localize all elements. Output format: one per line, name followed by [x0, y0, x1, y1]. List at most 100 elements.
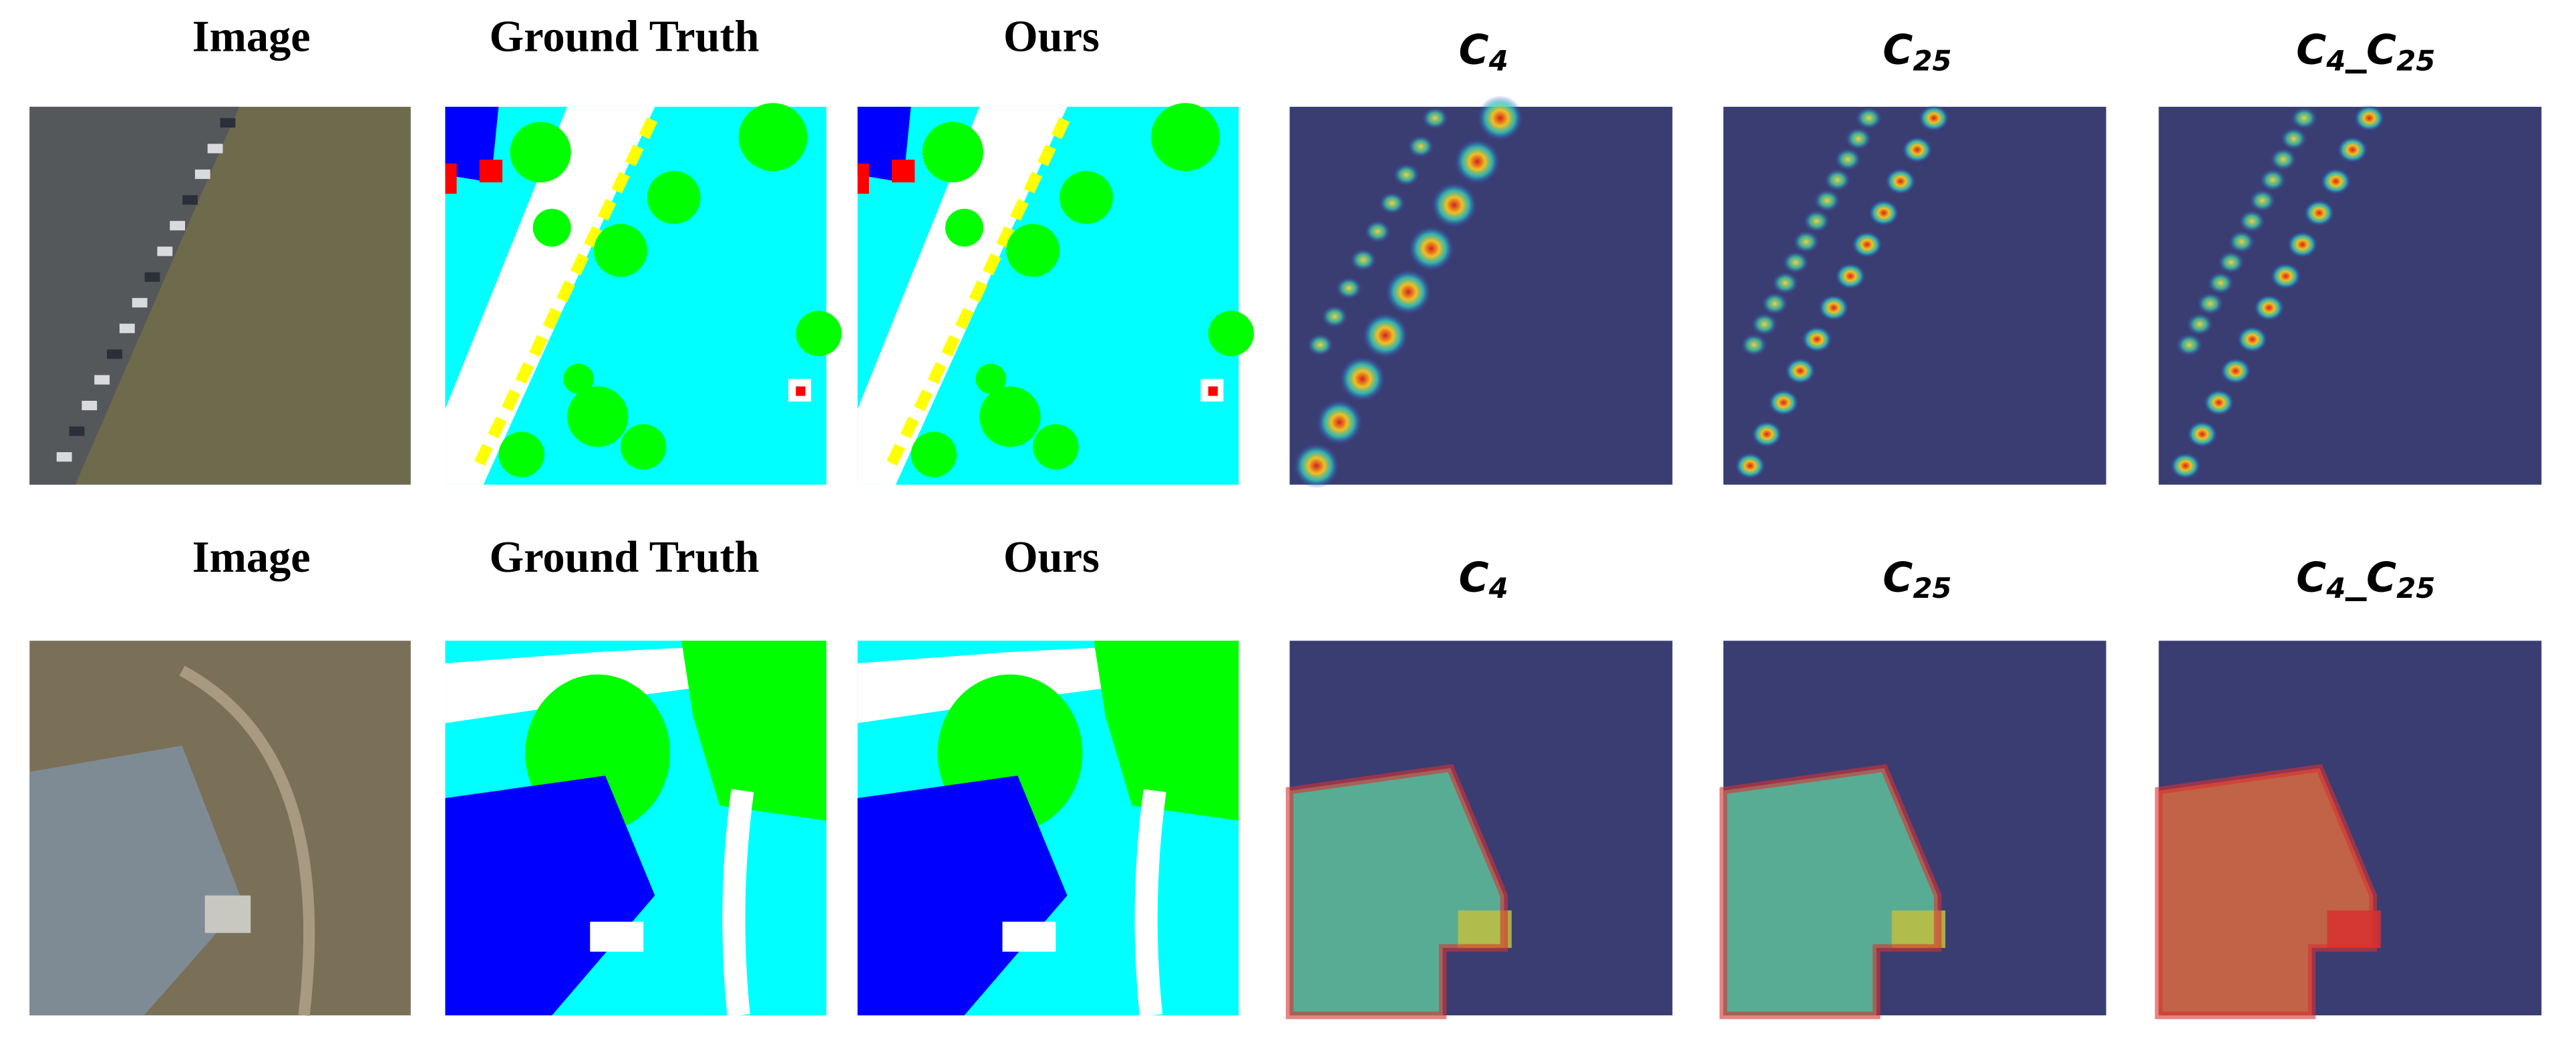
blob: [2186, 313, 2213, 336]
image-panel: [445, 641, 826, 1017]
clutter: [479, 160, 503, 183]
car: [887, 444, 905, 466]
car: [220, 118, 236, 128]
blob: [1761, 292, 1788, 315]
blob: [2287, 231, 2318, 258]
tree: [532, 208, 571, 247]
building: [445, 775, 655, 1016]
blob: [2337, 136, 2368, 163]
tree: [975, 363, 1007, 394]
title-part: C: [1883, 27, 1913, 74]
edge: [2154, 763, 2377, 1019]
title-part: C: [1459, 554, 1489, 601]
image-panel: [857, 641, 1239, 1017]
column-title: Image: [192, 533, 311, 582]
blob: [2237, 326, 2268, 353]
clutter: [857, 163, 869, 194]
column-title: C4_C25: [2296, 554, 2435, 604]
blob: [1918, 105, 1949, 132]
blob: [2170, 452, 2201, 480]
title-part: Image: [192, 533, 311, 582]
tree: [563, 363, 594, 394]
image-panel: [1723, 105, 2106, 485]
car: [941, 335, 960, 357]
blob: [1422, 106, 1449, 130]
image-panel: [2154, 641, 2542, 1019]
tree: [979, 386, 1041, 448]
car: [556, 280, 575, 303]
road: [445, 106, 655, 485]
blob: [1851, 231, 1883, 258]
tree: [922, 122, 983, 183]
car: [570, 253, 589, 275]
blob: [1362, 313, 1409, 359]
blob: [1782, 250, 1810, 274]
car: [625, 144, 644, 167]
car: [132, 298, 148, 308]
blob: [1768, 389, 1799, 416]
tree: [593, 224, 647, 277]
title-part: 4: [1488, 572, 1508, 604]
image-panel: [2158, 105, 2542, 485]
car: [982, 253, 1001, 275]
base: [1723, 106, 2106, 485]
blob: [2269, 148, 2297, 171]
title-part: C: [1883, 554, 1913, 601]
tree: [647, 171, 701, 224]
title-part: 25: [1913, 572, 1951, 604]
car: [207, 144, 223, 154]
region: [2158, 767, 2374, 1016]
blob: [2228, 230, 2255, 253]
blob: [1885, 168, 1916, 195]
tree: [945, 208, 983, 247]
car: [474, 444, 493, 466]
column-title: C25: [1883, 27, 1951, 77]
blob: [2270, 263, 2301, 290]
path-strip: [1134, 789, 1166, 1017]
blob: [1378, 192, 1406, 215]
blob: [2320, 168, 2352, 195]
tree: [681, 641, 826, 821]
car: [542, 307, 562, 330]
title-part: Ours: [1003, 13, 1100, 61]
edge: [1719, 763, 1942, 1019]
blob: [2176, 333, 2203, 357]
title-part: Ground Truth: [489, 533, 759, 582]
blob: [1349, 248, 1377, 271]
blob: [1734, 452, 1766, 480]
car: [94, 375, 110, 385]
blob: [1393, 163, 1420, 186]
tree: [510, 122, 571, 183]
tree: [1006, 224, 1060, 277]
path-strip: [722, 789, 754, 1017]
blob: [1335, 277, 1363, 300]
title-part: 4: [2325, 572, 2346, 604]
column-title: C25: [1883, 554, 1951, 604]
blob: [1813, 189, 1840, 212]
title-part: 4: [2325, 44, 2346, 77]
car: [488, 416, 507, 439]
blob: [1407, 135, 1434, 158]
blob: [1408, 226, 1454, 271]
tree: [1060, 171, 1113, 224]
column-title: Ground Truth: [489, 13, 759, 61]
car: [119, 323, 135, 333]
title-part: Ground Truth: [489, 13, 759, 61]
region: [1289, 767, 1504, 1016]
blob: [1454, 138, 1500, 184]
image-panel: [29, 641, 411, 1017]
title-part: C: [1459, 27, 1489, 74]
title-part: Ours: [1003, 533, 1100, 582]
blob: [1316, 399, 1363, 446]
title-part: 25: [1913, 44, 1951, 77]
road: [857, 106, 1068, 485]
clutter: [1208, 386, 1218, 396]
tree: [1151, 103, 1220, 172]
blob: [1751, 313, 1778, 336]
blob: [1307, 333, 1334, 357]
image-panel: [1719, 641, 2106, 1019]
title-part: _: [2345, 27, 2367, 74]
car: [56, 452, 72, 462]
